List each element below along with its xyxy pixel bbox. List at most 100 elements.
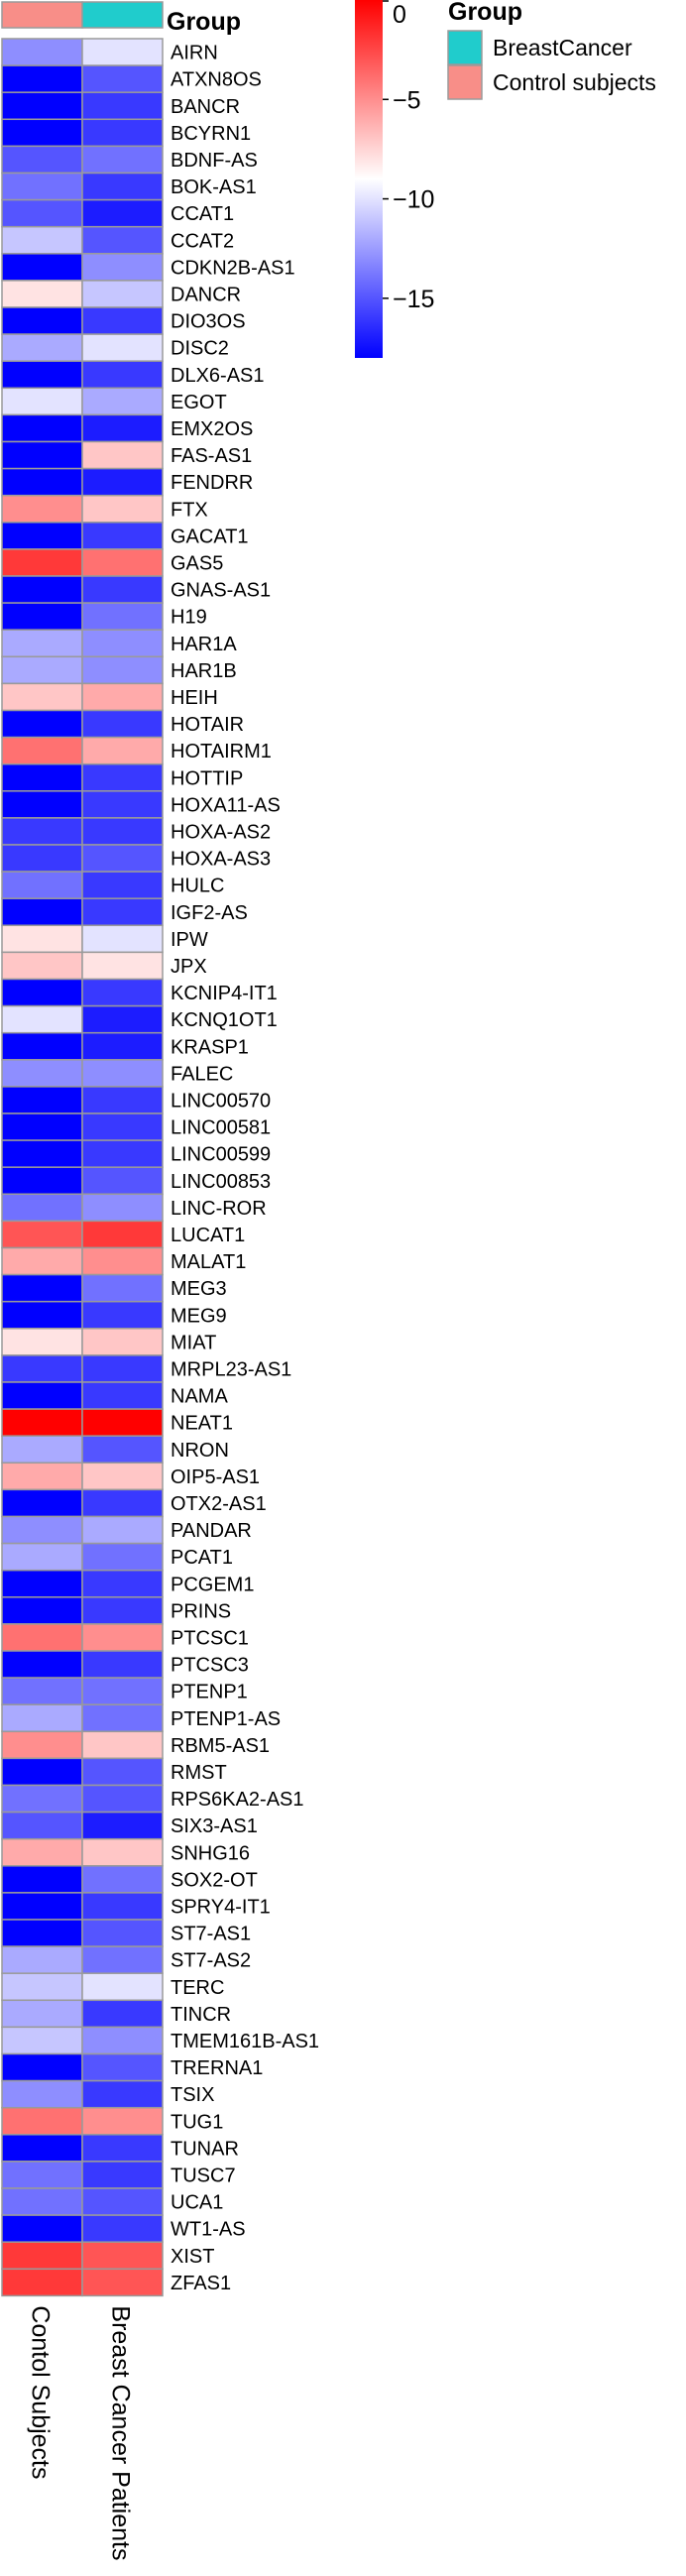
heatmap-cell [1,1650,83,1679]
row-label: DLX6-AS1 [171,365,265,387]
row-label: TERC [171,1977,224,1999]
heatmap-cell [81,118,164,148]
row-label: PANDAR [171,1520,252,1542]
heatmap-cell [1,1865,83,1894]
heatmap-cell [1,2241,83,2271]
row-label: KCNQ1OT1 [171,1009,278,1031]
heatmap-cell [81,1273,164,1303]
heatmap-cell [81,1650,164,1679]
row-label: HULC [171,876,224,897]
column-label: Breast Cancer Patients [107,2305,135,2560]
heatmap-cell [1,951,83,981]
heatmap-cell [1,817,83,846]
row-label: HOTAIRM1 [171,741,272,762]
heatmap-cell [81,1139,164,1168]
heatmap-cell [1,360,83,390]
heatmap-cell [1,494,83,524]
annotation-cell-2 [81,1,164,29]
heatmap-cell [1,1623,83,1652]
heatmap-cell [1,924,83,954]
heatmap-cell [81,440,164,470]
heatmap-cell [1,1435,83,1464]
row-label: SIX3-AS1 [171,1815,258,1837]
heatmap-cell [81,1623,164,1652]
heatmap-cell [81,2187,164,2216]
heatmap-cell [81,2026,164,2055]
heatmap-cell [81,413,164,443]
heatmap-cell [81,1515,164,1545]
row-label: FTX [171,499,208,521]
heatmap-cell [1,1086,83,1114]
heatmap-cell [81,198,164,228]
row-label: UCA1 [171,2192,223,2214]
row-label: LINC00853 [171,1171,271,1193]
row-label: LINC00570 [171,1090,271,1112]
row-label: HOTAIR [171,714,244,736]
heatmap-cell [1,1757,83,1787]
row-label: FALEC [171,1063,233,1085]
heatmap-cell [1,1166,83,1196]
row-label: HEIH [171,687,218,709]
heatmap-cell [81,978,164,1007]
row-label: RMST [171,1762,227,1784]
heatmap-cell [81,1004,164,1034]
heatmap-cell [1,978,83,1007]
row-label: DANCR [171,284,241,305]
row-label: CCAT1 [171,203,234,225]
heatmap-cell [1,1488,83,1518]
row-label: BDNF-AS [171,150,258,172]
heatmap-cell [81,1488,164,1518]
legend-swatch [447,64,483,100]
heatmap-cell [1,1193,83,1223]
heatmap-cell [81,306,164,335]
row-label: GNAS-AS1 [171,580,271,602]
row-label: PTENP1 [171,1682,248,1703]
row-label: ATXN8OS [171,69,262,91]
legend-title: Group [448,0,522,26]
heatmap-cell [1,682,83,712]
heatmap-cell [81,897,164,927]
row-label: IGF2-AS [171,902,248,924]
heatmap-cell [1,1999,83,2029]
row-label: RPS6KA2-AS1 [171,1789,304,1811]
heatmap-cell [1,1381,83,1410]
heatmap-cell [1,306,83,335]
legend-label: Control subjects [493,69,656,95]
heatmap-cell [81,1542,164,1572]
heatmap-cell [1,1246,83,1276]
heatmap-cell [81,333,164,362]
heatmap-cell [1,1300,83,1330]
heatmap-cell [1,1945,83,1974]
heatmap-cell [1,1542,83,1572]
legend-label: BreastCancer [493,35,632,60]
heatmap-cell [81,1059,164,1088]
row-label: SPRY4-IT1 [171,1896,271,1918]
heatmap-cell [1,2079,83,2109]
row-label: TSIX [171,2084,214,2106]
heatmap-cell [81,280,164,308]
heatmap-cell [81,1300,164,1330]
heatmap-cell [81,1462,164,1491]
heatmap-cell [1,1811,83,1840]
column-labels: Contol Subjects Breast Cancer Patients [27,2305,135,2560]
row-label: XIST [171,2246,214,2268]
row-label: JPX [171,956,207,978]
heatmap-cell [81,1246,164,1276]
heatmap-cell [81,1569,164,1598]
heatmap-cell [81,602,164,631]
heatmap-cell [1,280,83,308]
row-label: BANCR [171,96,240,118]
heatmap-cell [81,2134,164,2163]
heatmap-cell [81,951,164,981]
heatmap-cell [81,1166,164,1196]
heatmap-cell [81,629,164,658]
row-label: NAMA [171,1386,228,1408]
heatmap-cell [1,413,83,443]
row-label: KCNIP4-IT1 [171,983,278,1004]
row-label: HAR1B [171,660,237,682]
row-label: MEG9 [171,1305,227,1327]
heatmap-cell [1,1328,83,1356]
heatmap-cell [81,1784,164,1814]
row-label: HOXA-AS3 [171,849,271,871]
row-label: AIRN [171,43,218,64]
